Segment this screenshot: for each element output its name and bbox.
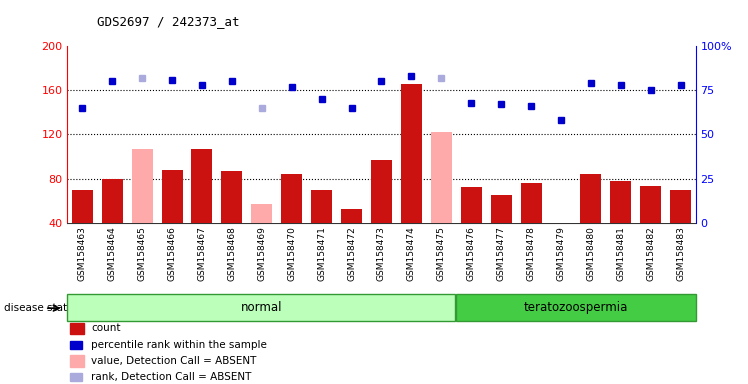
Bar: [251, 204, 272, 223]
Text: GDS2697 / 242373_at: GDS2697 / 242373_at: [97, 15, 240, 28]
Bar: [341, 210, 362, 223]
Text: GSM158475: GSM158475: [437, 226, 446, 281]
Bar: [70, 355, 85, 367]
Bar: [580, 174, 601, 223]
Text: GSM158463: GSM158463: [78, 226, 87, 281]
Text: GSM158472: GSM158472: [347, 226, 356, 281]
Bar: [551, 223, 571, 225]
Text: GSM158473: GSM158473: [377, 226, 386, 281]
Bar: [640, 186, 661, 223]
Text: disease state: disease state: [4, 303, 73, 313]
Text: value, Detection Call = ABSENT: value, Detection Call = ABSENT: [91, 356, 257, 366]
Bar: [70, 341, 82, 349]
Bar: [431, 132, 452, 223]
Text: GSM158477: GSM158477: [497, 226, 506, 281]
Text: GSM158466: GSM158466: [168, 226, 177, 281]
Bar: [102, 179, 123, 223]
Text: GSM158465: GSM158465: [138, 226, 147, 281]
Bar: [401, 84, 422, 223]
Bar: [491, 195, 512, 223]
Bar: [162, 170, 183, 223]
Text: percentile rank within the sample: percentile rank within the sample: [91, 340, 267, 350]
Bar: [610, 181, 631, 223]
Text: GSM158479: GSM158479: [557, 226, 565, 281]
Bar: [521, 183, 542, 223]
Text: GSM158467: GSM158467: [197, 226, 206, 281]
Text: normal: normal: [241, 301, 283, 314]
Text: GSM158480: GSM158480: [586, 226, 595, 281]
Text: GSM158464: GSM158464: [108, 226, 117, 281]
Text: GSM158474: GSM158474: [407, 226, 416, 281]
Text: GSM158481: GSM158481: [616, 226, 625, 281]
Bar: [221, 171, 242, 223]
Text: GSM158470: GSM158470: [287, 226, 296, 281]
Bar: [311, 190, 332, 223]
Bar: [371, 160, 392, 223]
Text: GSM158483: GSM158483: [676, 226, 685, 281]
Bar: [132, 149, 153, 223]
Bar: [461, 187, 482, 223]
Text: GSM158478: GSM158478: [527, 226, 536, 281]
Bar: [72, 190, 93, 223]
Text: GSM158468: GSM158468: [227, 226, 236, 281]
Bar: [670, 190, 691, 223]
Text: count: count: [91, 323, 120, 333]
Bar: [281, 174, 302, 223]
Text: GSM158471: GSM158471: [317, 226, 326, 281]
Text: GSM158482: GSM158482: [646, 226, 655, 281]
Text: GSM158476: GSM158476: [467, 226, 476, 281]
Text: rank, Detection Call = ABSENT: rank, Detection Call = ABSENT: [91, 372, 251, 382]
Text: GSM158469: GSM158469: [257, 226, 266, 281]
Bar: [70, 374, 82, 381]
Bar: [191, 149, 212, 223]
Text: teratozoospermia: teratozoospermia: [524, 301, 628, 314]
Bar: [70, 323, 85, 334]
